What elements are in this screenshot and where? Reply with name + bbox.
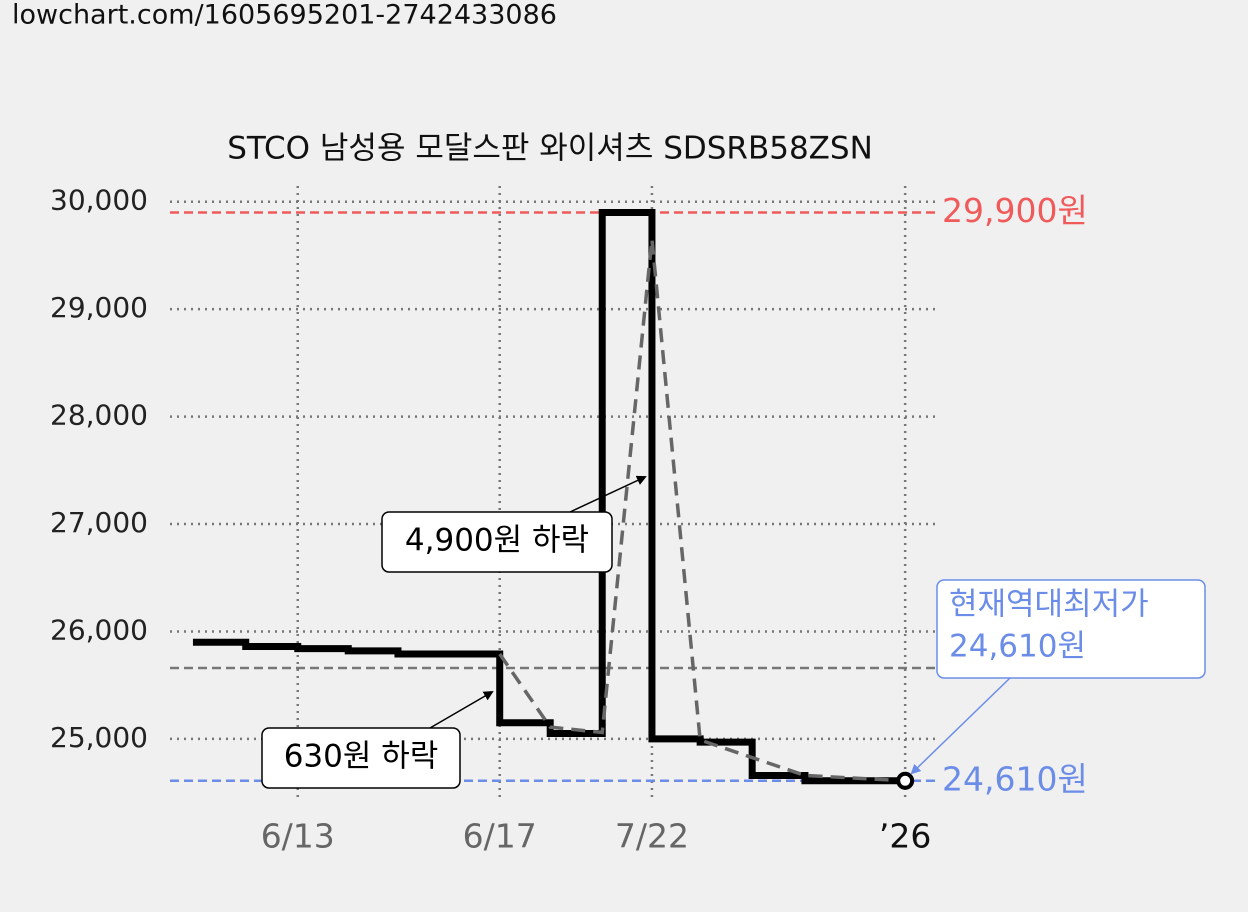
annotation-box xyxy=(936,579,1206,679)
price-line xyxy=(192,208,906,785)
annotation-text: 24,610원 xyxy=(949,629,1086,665)
annotation-arrow xyxy=(910,677,1011,775)
site-url: lowchart.com/1605695201-2742433086 xyxy=(12,0,557,31)
y-tick-label: 27,000 xyxy=(50,506,148,539)
annotation-text: 현재역대최저가 xyxy=(949,587,1149,623)
trend-line xyxy=(498,239,906,783)
annotation-box xyxy=(381,511,613,573)
y-tick-label: 25,000 xyxy=(50,721,148,754)
end-marker xyxy=(896,771,915,790)
y-tick-label: 26,000 xyxy=(50,613,148,646)
y-tick-label: 29,000 xyxy=(50,291,148,324)
x-tick-label: 6/17 xyxy=(463,817,537,856)
reference-label: 29,900원 xyxy=(942,191,1088,230)
annotation-text: 630원 하락 xyxy=(284,739,439,775)
chart-title: STCO 남성용 모달스판 와이셔츠 SDSRB58ZSN xyxy=(227,131,873,167)
y-tick-label: 28,000 xyxy=(50,399,148,432)
annotation-arrow xyxy=(569,475,647,513)
annotation-text: 4,900원 하락 xyxy=(405,523,589,559)
annotation-box xyxy=(261,727,461,789)
x-tick-label: ’26 xyxy=(879,817,931,856)
y-tick-label: 30,000 xyxy=(50,184,148,217)
x-tick-label: 7/22 xyxy=(615,817,689,856)
annotation-arrow xyxy=(429,690,494,729)
reference-label: 24,610원 xyxy=(942,759,1088,798)
x-tick-label: 6/13 xyxy=(261,817,335,856)
